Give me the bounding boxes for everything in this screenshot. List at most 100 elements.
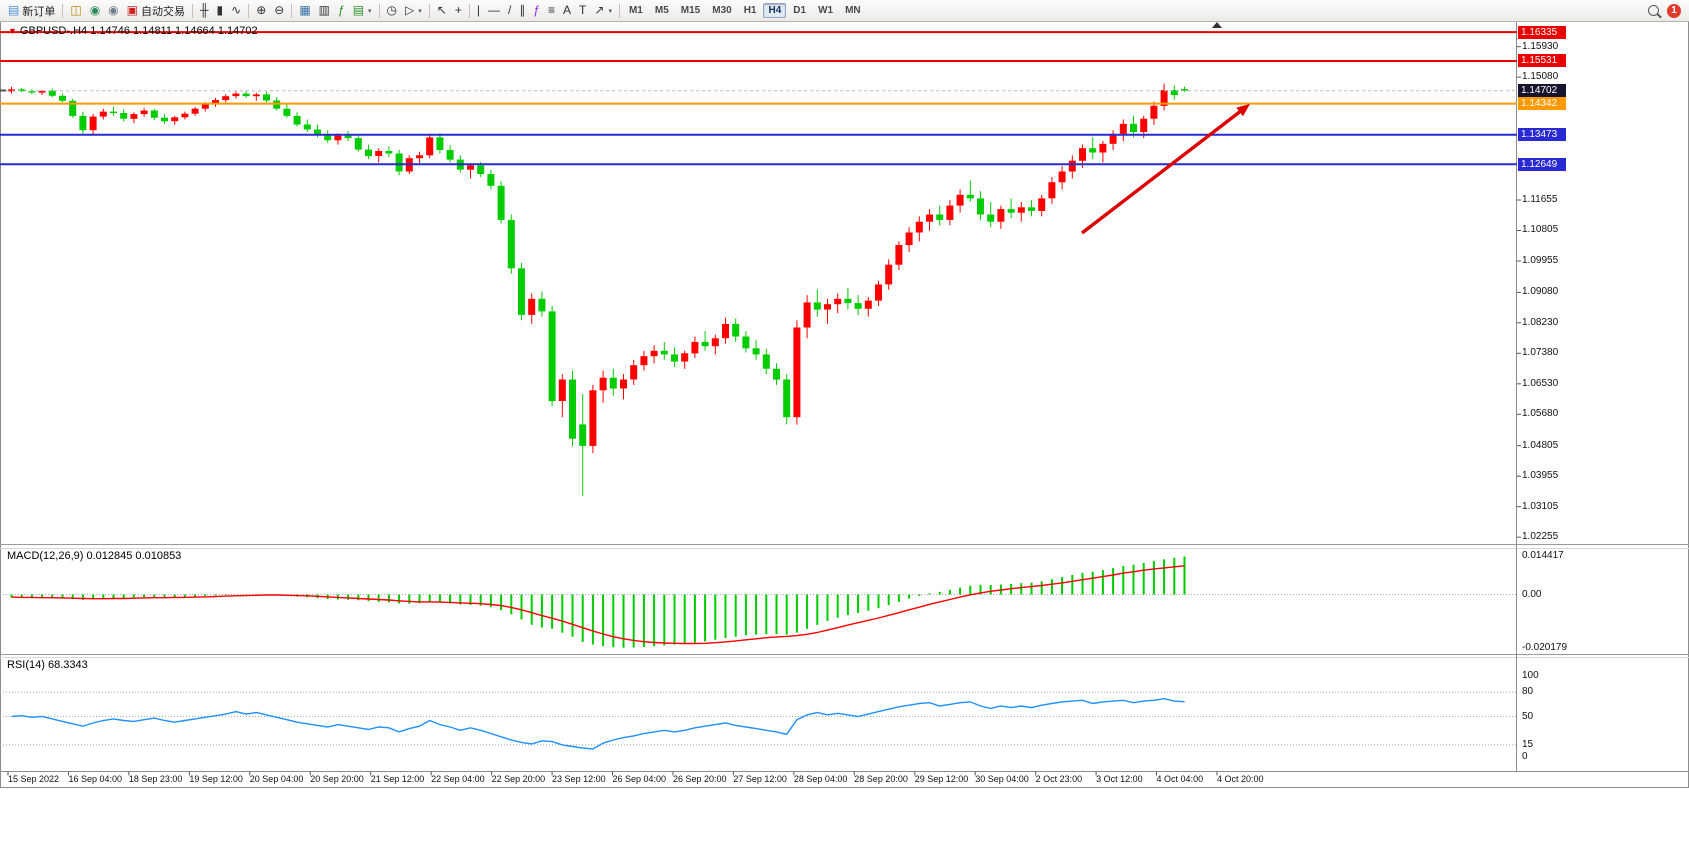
clock-icon[interactable]: ◷ bbox=[384, 2, 400, 19]
vertical-line-icon[interactable]: | bbox=[474, 2, 483, 19]
price-axis-label: 1.05680 bbox=[1522, 408, 1559, 420]
time-axis-label: 23 Sep 12:00 bbox=[552, 774, 606, 784]
chart-title-text: GBPUSD-.H4 1.14746 1.14811 1.14664 1.147… bbox=[19, 25, 258, 37]
terminal-icon[interactable]: ◉ bbox=[105, 2, 121, 19]
price-axis-label: 1.09080 bbox=[1522, 286, 1559, 298]
support-price-badge-2[interactable]: 1.12649 bbox=[1518, 157, 1566, 171]
timeframe-button-h4[interactable]: H4 bbox=[763, 3, 787, 18]
support-price-badge-1[interactable]: 1.13473 bbox=[1518, 128, 1566, 142]
indicator-list-icon[interactable]: ▥ bbox=[316, 2, 333, 19]
chart-shift-icon[interactable]: ▷ ▾ bbox=[402, 2, 425, 19]
resistance-price-badge-2[interactable]: 1.15531 bbox=[1518, 54, 1566, 68]
time-axis-label: 4 Oct 04:00 bbox=[1156, 774, 1204, 784]
search-icon bbox=[1648, 5, 1659, 16]
new-chart-icon: ▤ bbox=[352, 3, 365, 17]
time-axis-label: 26 Sep 20:00 bbox=[672, 774, 727, 784]
macd-axis-label: 0.00 bbox=[1522, 588, 1542, 600]
price-axis-label: 1.06530 bbox=[1522, 377, 1559, 389]
time-axis-label: 26 Sep 04:00 bbox=[612, 774, 667, 784]
price-axis-label: 1.03955 bbox=[1522, 470, 1559, 482]
rsi-name: RSI(14) bbox=[7, 659, 45, 671]
new-chart-icon[interactable]: ▤ ▾ bbox=[350, 2, 375, 19]
chart-shift-icon: ▷ bbox=[405, 3, 415, 17]
toolbar-separator bbox=[192, 3, 193, 18]
horizontal-line-icon[interactable]: — bbox=[485, 2, 503, 19]
cursor-icon[interactable]: ↖ bbox=[434, 2, 450, 19]
indicator-list-icon: ▥ bbox=[318, 3, 330, 17]
new-order-button[interactable]: ▤ 新订单 bbox=[5, 2, 58, 19]
candlestick-chart-icon[interactable]: ▮ bbox=[214, 2, 227, 19]
label-icon: T bbox=[579, 3, 587, 17]
notification-badge[interactable]: 1 bbox=[1667, 3, 1681, 18]
toolbar-left-group: ▤ 新订单 ◫ ◉ ◉ ▣ 自动交易 ╫ ▮ ∿ ⊕ ⊖ ▦ ▥ ƒ ▤ ▾ ◷ ▷ ▾ ↖ + | — / ∥ ƒ ≡ A T ↗ ▾ bbox=[4, 0, 623, 21]
arrows-icon[interactable]: ↗ ▾ bbox=[591, 2, 615, 19]
toolbar-separator bbox=[378, 3, 380, 18]
tile-windows-icon: ▦ bbox=[299, 3, 311, 17]
toolbar: ▤ 新订单 ◫ ◉ ◉ ▣ 自动交易 ╫ ▮ ∿ ⊕ ⊖ ▦ ▥ ƒ ▤ ▾ ◷ ▷ ▾ ↖ + | — / ∥ ƒ ≡ A T ↗ ▾ M1… bbox=[0, 0, 1689, 22]
price-axis-label: 1.10805 bbox=[1522, 224, 1559, 236]
crosshair-icon[interactable]: + bbox=[452, 2, 465, 19]
chevron-down-icon: ▾ bbox=[608, 7, 612, 15]
time-axis-label: 3 Oct 12:00 bbox=[1096, 774, 1143, 784]
label-icon[interactable]: T bbox=[576, 2, 589, 19]
zoom-out-icon: ⊖ bbox=[274, 3, 285, 17]
market-watch-icon[interactable]: ◫ bbox=[67, 2, 84, 19]
toolbar-right-group: 1 bbox=[1644, 0, 1685, 21]
fibonacci-icon[interactable]: ƒ bbox=[530, 2, 543, 19]
current-price-badge[interactable]: 1.14702 bbox=[1518, 84, 1566, 98]
rsi-label: RSI(14) 68.3343 bbox=[7, 659, 88, 671]
grid-icon: ≡ bbox=[548, 3, 556, 17]
fibonacci-icon: ƒ bbox=[533, 3, 541, 17]
line-chart-icon[interactable]: ∿ bbox=[228, 2, 244, 19]
time-axis-label: 20 Sep 20:00 bbox=[310, 774, 364, 784]
rsi-axis-label: 50 bbox=[1522, 710, 1534, 722]
toolbar-separator bbox=[62, 3, 64, 18]
line-chart-icon: ∿ bbox=[231, 3, 242, 17]
horizontal-line-icon: — bbox=[487, 3, 500, 17]
autotrading-button-label: 自动交易 bbox=[141, 5, 185, 18]
timeframe-button-m15[interactable]: M15 bbox=[680, 5, 701, 16]
toolbar-separator bbox=[248, 3, 250, 18]
indicators-icon[interactable]: ƒ bbox=[335, 2, 348, 19]
price-axis-label: 1.15080 bbox=[1522, 71, 1559, 83]
trendline-icon[interactable]: / bbox=[505, 2, 514, 19]
text-icon[interactable]: A bbox=[560, 2, 574, 19]
channel-icon[interactable]: ∥ bbox=[516, 2, 528, 19]
zoom-in-icon[interactable]: ⊕ bbox=[253, 2, 269, 19]
timeframe-button-w1[interactable]: W1 bbox=[818, 5, 834, 16]
timeframe-button-h1[interactable]: H1 bbox=[743, 5, 757, 16]
search-button[interactable] bbox=[1645, 2, 1662, 19]
tile-windows-icon[interactable]: ▦ bbox=[296, 2, 313, 19]
crosshair-icon: + bbox=[454, 3, 462, 17]
text-icon: A bbox=[563, 3, 572, 17]
timeframe-button-mn[interactable]: MN bbox=[845, 5, 861, 16]
autotrading-button[interactable]: ▣ 自动交易 bbox=[124, 2, 188, 19]
time-axis-label: 22 Sep 20:00 bbox=[491, 774, 546, 784]
candlestick-chart-icon: ▮ bbox=[216, 3, 224, 17]
time-axis-label: 29 Sep 12:00 bbox=[914, 774, 969, 784]
bar-chart-icon[interactable]: ╫ bbox=[197, 2, 212, 19]
time-axis-label: 4 Oct 20:00 bbox=[1217, 774, 1264, 784]
price-axis-label: 1.08230 bbox=[1522, 316, 1559, 328]
time-axis-label: 21 Sep 12:00 bbox=[370, 774, 425, 784]
price-axis-label: 1.09955 bbox=[1522, 254, 1559, 266]
navigator-icon[interactable]: ◉ bbox=[87, 2, 103, 19]
grid-icon[interactable]: ≡ bbox=[545, 2, 558, 19]
rsi-axis-label: 100 bbox=[1522, 670, 1539, 681]
macd-label: MACD(12,26,9) 0.012845 0.010853 bbox=[7, 550, 181, 562]
timeframe-button-d1[interactable]: D1 bbox=[793, 5, 807, 16]
time-axis-label: 18 Sep 23:00 bbox=[128, 774, 183, 784]
toolbar-separator bbox=[428, 3, 430, 18]
price-axis-label: 1.11655 bbox=[1522, 193, 1558, 205]
pivot-price-badge[interactable]: 1.14342 bbox=[1518, 97, 1566, 111]
zoom-out-icon[interactable]: ⊖ bbox=[271, 2, 287, 19]
timeframe-button-m1[interactable]: M1 bbox=[628, 5, 643, 16]
resistance-price-badge-1[interactable]: 1.16335 bbox=[1518, 25, 1566, 39]
chevron-down-icon: ▾ bbox=[368, 7, 372, 15]
timeframe-button-m30[interactable]: M30 bbox=[712, 5, 732, 16]
timeframe-button-m5[interactable]: M5 bbox=[654, 5, 669, 16]
autotrading-icon: ▣ bbox=[126, 3, 138, 17]
macd-name: MACD(12,26,9) bbox=[7, 550, 84, 562]
channel-icon: ∥ bbox=[519, 3, 526, 17]
